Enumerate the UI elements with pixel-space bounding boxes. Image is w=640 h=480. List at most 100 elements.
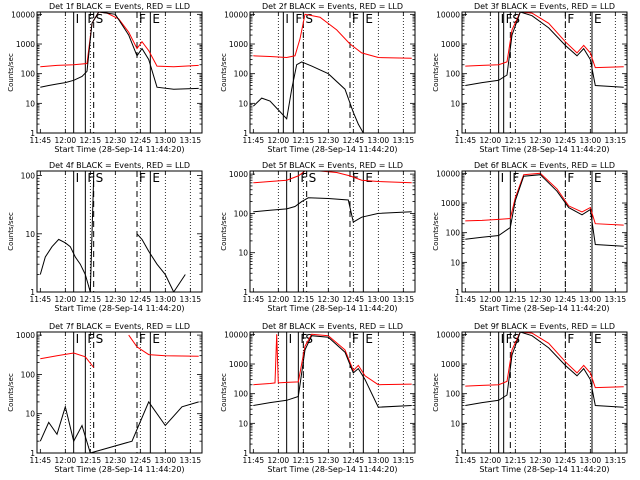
- series-line-events: [465, 332, 624, 408]
- y-tick-label: 10: [25, 230, 35, 239]
- x-tick-label: 12:45: [555, 136, 577, 145]
- x-tick-label: 12:15: [293, 295, 315, 304]
- panel-title: Det 5f BLACK = Events, RED = LLD: [262, 161, 403, 170]
- y-tick-label: 1000: [229, 170, 248, 179]
- x-tick-label: 12:45: [130, 295, 152, 304]
- x-axis-label: Start Time (28-Sep-14 11:44:20): [267, 465, 397, 474]
- event-marker-label: F: [352, 12, 359, 26]
- y-tick-label: 1: [30, 288, 35, 297]
- x-tick-label: 12:00: [55, 456, 77, 465]
- y-tick-label: 10: [450, 258, 460, 267]
- x-tick-label: 12:00: [268, 456, 290, 465]
- y-tick-label: 1000: [229, 40, 248, 49]
- y-axis-label: Counts/sec: [7, 373, 15, 412]
- series-group: [253, 333, 412, 408]
- y-tick-label: 100: [234, 390, 249, 399]
- series-line-lld: [253, 171, 412, 184]
- x-tick-label: 13:15: [180, 456, 202, 465]
- event-marker-label: F: [352, 332, 359, 346]
- series-group: [253, 171, 412, 223]
- x-tick-label: 12:15: [505, 295, 527, 304]
- event-marker-label: S: [96, 332, 104, 346]
- x-tick-label: 12:00: [480, 136, 502, 145]
- y-tick-label: 10: [238, 99, 248, 108]
- x-tick-label: 12:15: [505, 136, 527, 145]
- y-tick-label: 100: [21, 70, 36, 79]
- event-marker-label: F: [139, 332, 146, 346]
- x-tick-label: 12:45: [130, 136, 152, 145]
- event-marker-label: E: [152, 332, 160, 346]
- y-tick-label: 100: [234, 70, 249, 79]
- x-tick-label: 12:00: [55, 136, 77, 145]
- x-tick-label: 12:30: [318, 136, 340, 145]
- event-marker-label: S: [309, 171, 317, 185]
- series-line-events: [39, 175, 95, 292]
- series-line-events: [40, 12, 199, 90]
- y-tick-label: 1000: [229, 360, 248, 369]
- event-marker-label: E: [152, 12, 160, 26]
- x-tick-label: 13:15: [180, 295, 202, 304]
- y-tick-label: 1: [243, 129, 248, 138]
- plot-frame: [249, 170, 416, 293]
- y-tick-label: 10: [238, 419, 248, 428]
- y-tick-label: 1: [455, 129, 460, 138]
- series-line-events: [253, 335, 412, 408]
- x-tick-label: 12:30: [530, 136, 552, 145]
- y-axis-label: Counts/sec: [432, 373, 440, 412]
- event-marker-label: F: [567, 332, 574, 346]
- x-tick-label: 12:30: [318, 295, 340, 304]
- y-axis-label: Counts/sec: [432, 53, 440, 92]
- x-tick-label: 12:15: [80, 295, 102, 304]
- event-marker-label: I: [285, 12, 289, 26]
- event-marker-label: F: [567, 171, 574, 185]
- x-tick-label: 12:15: [505, 456, 527, 465]
- series-line-lld: [465, 12, 624, 69]
- x-tick-label: 13:15: [393, 136, 415, 145]
- x-tick-label: 13:15: [605, 295, 627, 304]
- x-axis-label: Start Time (28-Sep-14 11:44:20): [267, 145, 397, 154]
- x-tick-label: 12:30: [318, 456, 340, 465]
- series-group: [252, 13, 412, 133]
- series-line-events: [39, 400, 199, 453]
- x-tick-label: 12:45: [555, 295, 577, 304]
- x-tick-label: 12:15: [293, 456, 315, 465]
- series-group: [465, 12, 624, 88]
- x-tick-label: 12:30: [530, 295, 552, 304]
- series-line-events: [465, 12, 624, 88]
- event-marker-label: F: [506, 332, 513, 346]
- x-tick-label: 13:00: [368, 456, 390, 465]
- x-tick-label: 13:15: [180, 136, 202, 145]
- event-marker-label: F: [87, 12, 94, 26]
- series-group: [39, 175, 186, 292]
- x-tick-label: 12:30: [105, 295, 127, 304]
- x-tick-label: 12:45: [130, 456, 152, 465]
- x-axis-label: Start Time (28-Sep-14 11:44:20): [54, 465, 184, 474]
- x-tick-label: 13:15: [393, 456, 415, 465]
- event-marker-label: F: [139, 12, 146, 26]
- event-marker-label: S: [512, 332, 520, 346]
- y-tick-label: 1: [30, 129, 35, 138]
- series-line-lld: [40, 352, 95, 368]
- x-tick-label: 13:15: [393, 295, 415, 304]
- x-tick-label: 12:30: [105, 456, 127, 465]
- x-tick-label: 12:15: [80, 136, 102, 145]
- event-marker-label: S: [96, 12, 104, 26]
- y-tick-label: 10000: [436, 10, 460, 19]
- x-tick-label: 11:45: [243, 136, 265, 145]
- x-tick-label: 13:00: [155, 456, 177, 465]
- y-tick-label: 10000: [436, 169, 460, 178]
- y-tick-label: 100: [21, 172, 36, 181]
- y-tick-label: 1: [243, 288, 248, 297]
- event-marker-label: E: [594, 12, 602, 26]
- x-tick-label: 13:00: [580, 136, 602, 145]
- x-tick-label: 12:00: [480, 295, 502, 304]
- y-tick-label: 1: [30, 449, 35, 458]
- x-axis-label: Start Time (28-Sep-14 11:44:20): [267, 304, 397, 313]
- y-tick-label: 10: [238, 249, 248, 258]
- panel-title: Det 7f BLACK = Events, RED = LLD: [49, 322, 190, 331]
